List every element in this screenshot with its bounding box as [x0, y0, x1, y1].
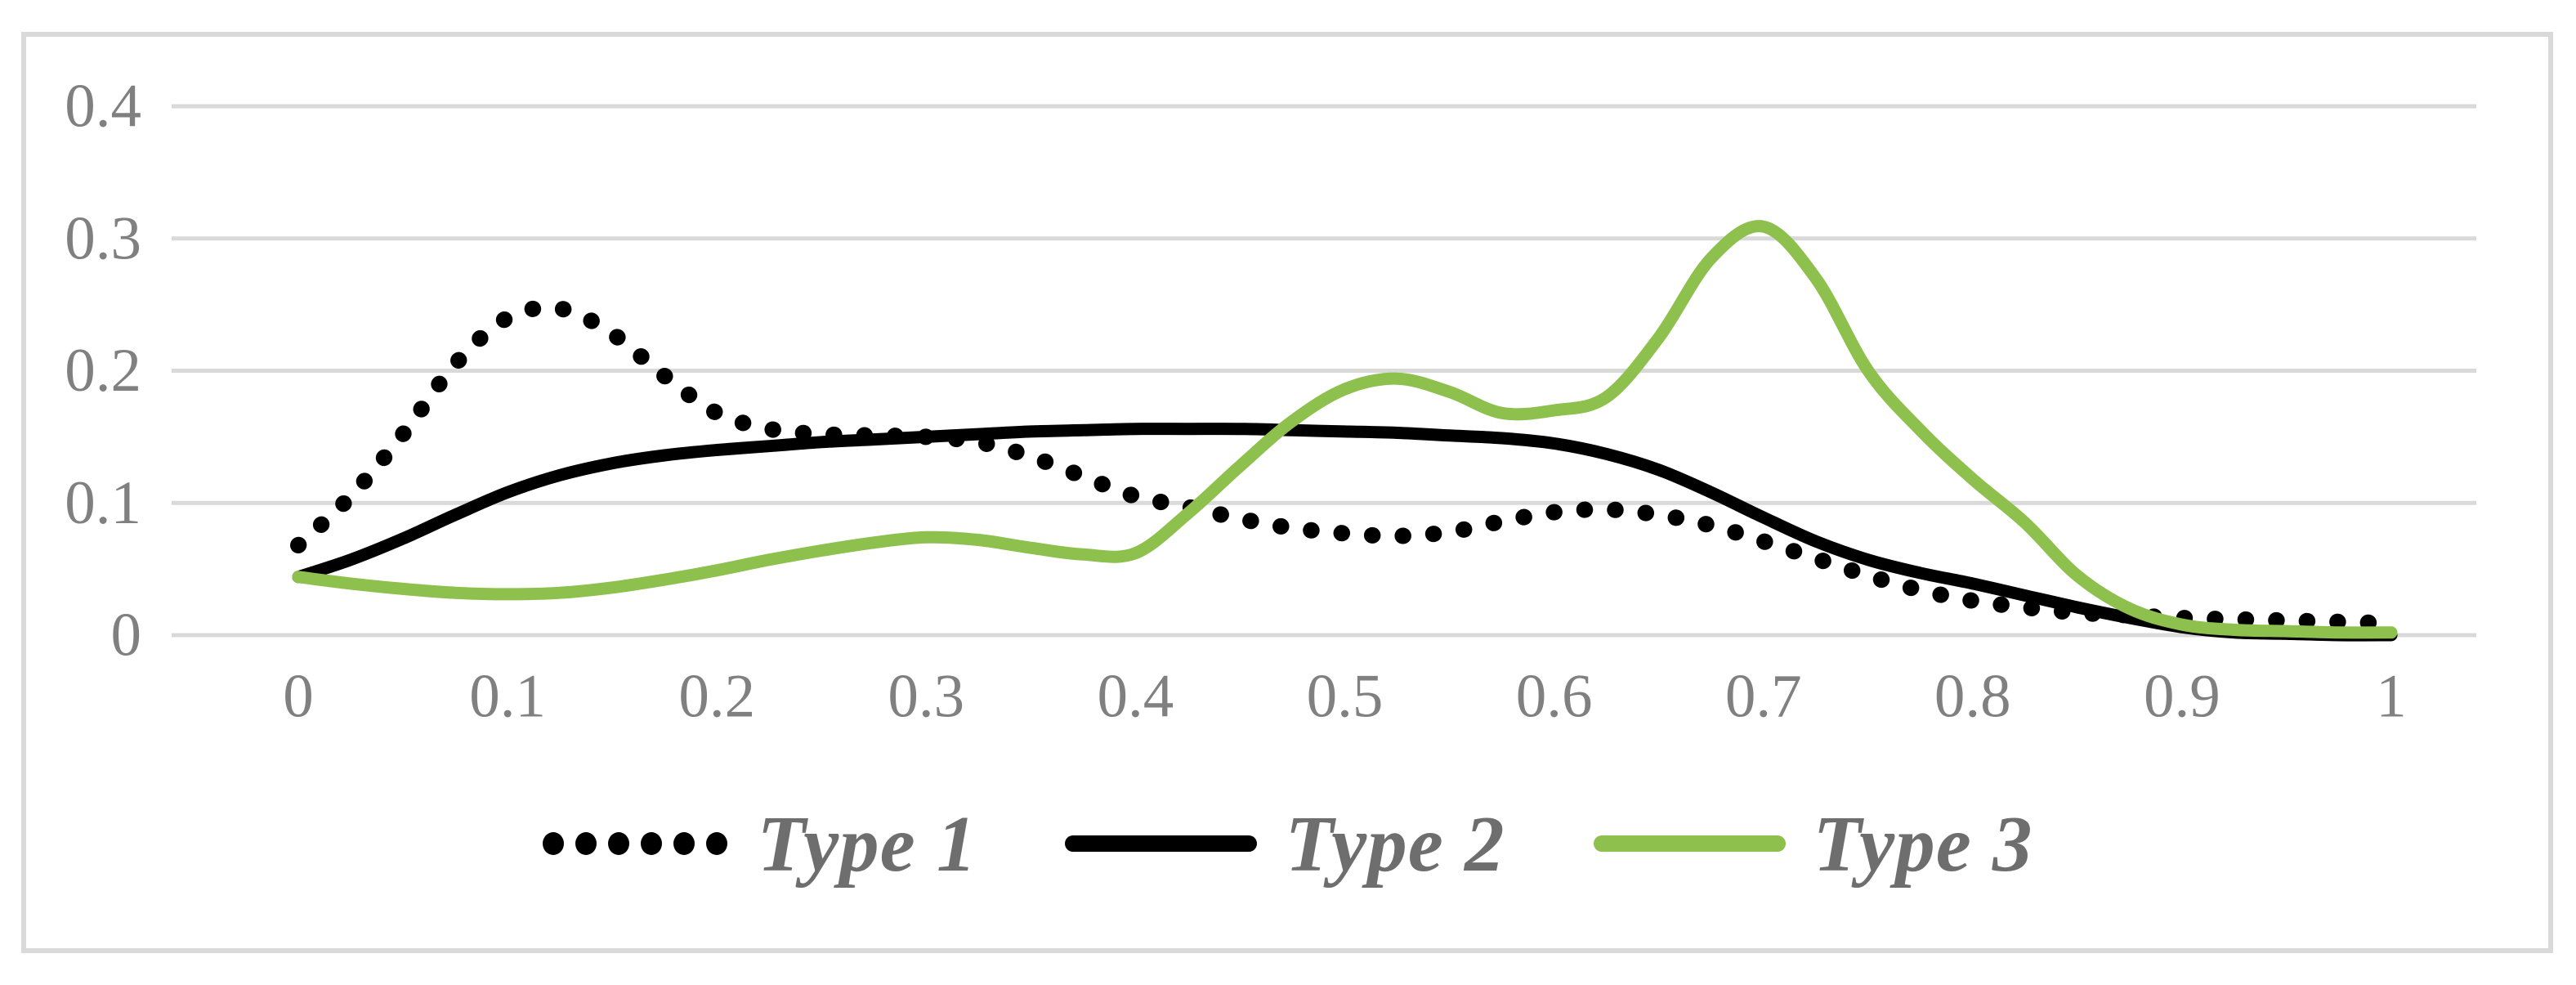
y-tick-label-0: 0 — [111, 602, 142, 669]
y-tick-label-1: 0.1 — [65, 469, 141, 537]
x-tick-label-2: 0.2 — [678, 663, 755, 731]
legend-label-type-3: Type 3 — [1813, 799, 2033, 888]
series-line-type-2 — [292, 423, 2398, 642]
x-tick-label-10: 1 — [2376, 663, 2407, 731]
legend-item-type-3: Type 3 — [1593, 799, 2033, 888]
x-tick-label-9: 0.9 — [2144, 663, 2220, 731]
series-line-type-3 — [292, 220, 2398, 639]
x-tick-label-5: 0.5 — [1307, 663, 1384, 731]
legend-item-type-2: Type 2 — [1065, 804, 1505, 884]
type-3-solid-line-swatch — [1593, 835, 1786, 852]
legend-item-type-1: Type 1 — [543, 804, 977, 884]
x-tick-label-3: 0.3 — [888, 663, 964, 731]
legend: Type 1 Type 2 Type 3 — [0, 778, 2576, 909]
x-tick-label-4: 0.4 — [1098, 663, 1174, 731]
y-tick-label-4: 0.4 — [65, 73, 141, 141]
x-tick-label-6: 0.6 — [1516, 663, 1593, 731]
type-2-solid-line-swatch — [1065, 835, 1258, 852]
x-tick-label-1: 0.1 — [469, 663, 546, 731]
y-tick-label-3: 0.3 — [65, 204, 141, 272]
chart-frame — [21, 32, 2553, 953]
x-tick-label-8: 0.8 — [1934, 663, 2011, 731]
series-line-type-1 — [290, 299, 2399, 632]
legend-label-type-1: Type 1 — [757, 799, 977, 888]
type-1-dotted-line-swatch — [543, 832, 728, 855]
legend-label-type-2: Type 2 — [1285, 799, 1505, 888]
y-tick-label-2: 0.2 — [65, 337, 141, 405]
x-tick-label-7: 0.7 — [1725, 663, 1802, 731]
x-tick-label-0: 0 — [283, 663, 314, 731]
